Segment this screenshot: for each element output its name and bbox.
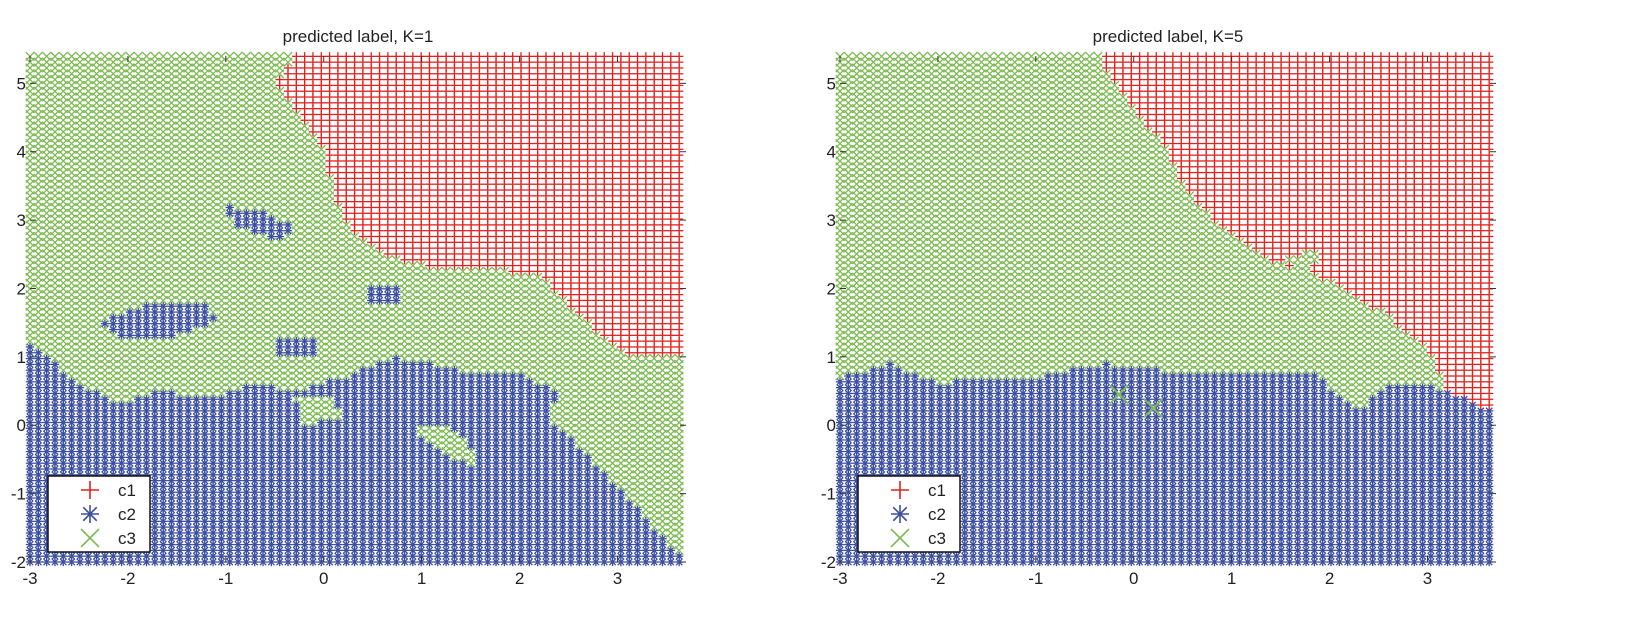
grid-point-c3 [259,52,267,60]
grid-point-c3 [117,52,125,60]
grid-point-c3 [151,52,159,60]
grid-point-c3 [109,52,117,60]
grid-point-c1 [450,52,458,60]
grid-point-c3 [84,52,92,60]
grid-point-c3 [242,52,250,60]
grid-point-c3 [159,52,167,60]
grid-point-c3 [284,52,292,60]
grid-point-c3 [34,52,42,60]
grid-point-c1 [342,52,350,60]
grid-point-c3 [176,52,184,60]
grid-point-c1 [400,52,408,60]
grid-point-c1 [359,52,367,60]
grid-point-c1 [409,52,417,60]
grid-point-c3 [201,52,209,60]
grid-point-c3 [67,52,75,60]
grid-point-c3 [275,52,283,60]
grid-point-c1 [375,52,383,60]
grid-point-c1 [325,52,333,60]
grid-point-c1 [392,52,400,60]
grid-point-c3 [267,52,275,60]
grid-point-c1 [467,52,475,60]
grid-point-c3 [209,52,217,60]
grid-point-c3 [51,52,59,60]
grid-point-c1 [309,52,317,60]
grid-point-c1 [300,52,308,60]
grid-point-c3 [126,52,134,60]
grid-point-c1 [334,52,342,60]
grid-point-c1 [459,52,467,60]
grid-point-c3 [101,52,109,60]
grid-point-c3 [192,52,200,60]
grid-point-c1 [484,52,492,60]
grid-point-c3 [184,52,192,60]
grid-point-c3 [59,52,67,60]
grid-point-c1 [425,52,433,60]
grid-point-c1 [367,52,375,60]
grid-point-c3 [134,52,142,60]
grid-point-c3 [226,52,234,60]
grid-point-c1 [350,52,358,60]
grid-point-c3 [217,52,225,60]
grid-point-c3 [142,52,150,60]
grid-point-c1 [384,52,392,60]
grid-point-c1 [475,52,483,60]
grid-point-c3 [234,52,242,60]
grid-point-c3 [251,52,259,60]
grid-point-c1 [434,52,442,60]
grid-point-c1 [442,52,450,60]
grid-point-c3 [76,52,84,60]
grid-point-c3 [92,52,100,60]
grid-point-c3 [42,52,50,60]
grid-point-c3 [167,52,175,60]
grid-point-c1 [292,52,300,60]
chart-panel-k1: -3 -2 -1 0 1 2 3 -2 -1 0 1 2 3 4 5 predicted label, K=1… [0,0,760,630]
